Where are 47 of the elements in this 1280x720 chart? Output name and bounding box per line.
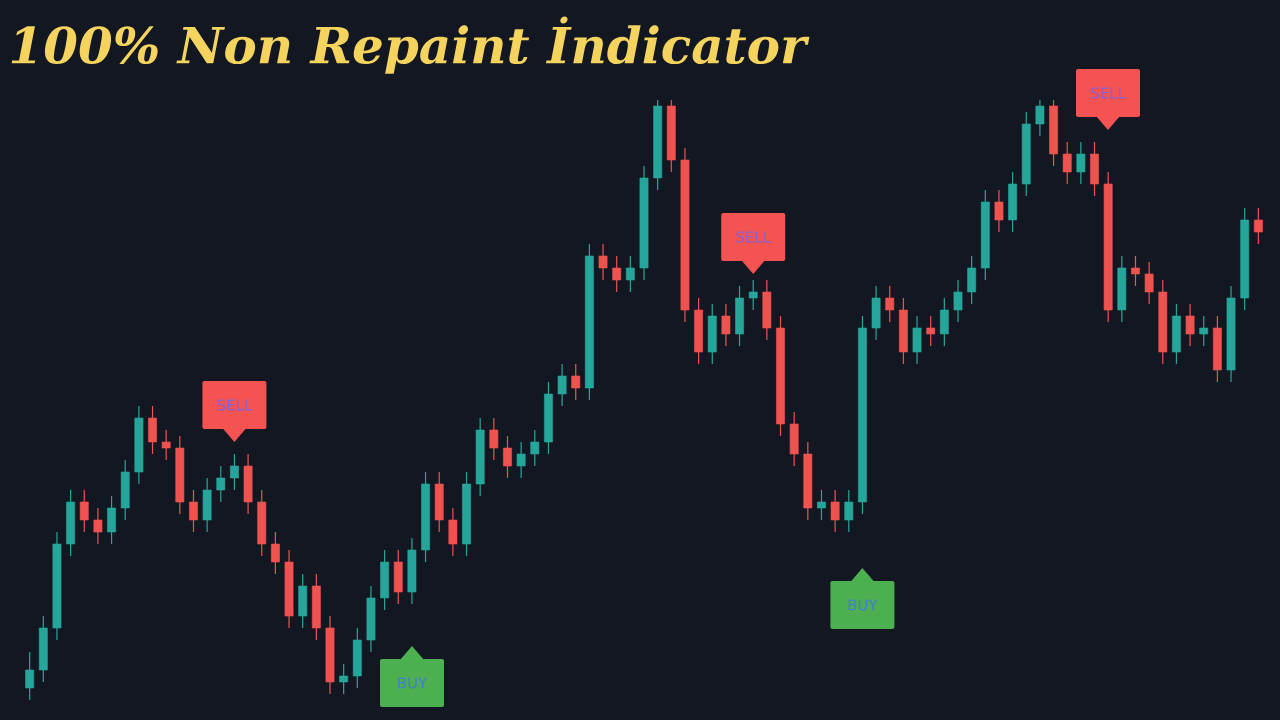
candlestick — [1035, 99, 1045, 137]
candlestick — [516, 441, 526, 479]
candlestick — [107, 495, 116, 545]
candlestick — [926, 315, 936, 347]
candlestick — [216, 465, 226, 503]
candlestick — [625, 255, 635, 293]
candlestick — [489, 417, 499, 461]
annotation: SELL — [217, 399, 253, 411]
candlestick — [844, 489, 854, 533]
candlestick — [612, 255, 622, 293]
candlestick — [189, 489, 198, 533]
candlestick — [571, 363, 581, 401]
candlestick — [1062, 141, 1072, 185]
annotation: BUY — [398, 677, 428, 689]
candlestick — [530, 429, 540, 467]
candlestick — [953, 279, 963, 323]
candlestick — [830, 489, 840, 533]
chart-title: 100% Non Repaint İndicator — [11, 16, 810, 74]
candlestick — [448, 507, 458, 557]
candlestick — [598, 243, 608, 281]
candlestick — [339, 663, 349, 695]
annotation: BUY — [848, 599, 878, 611]
annotation: SELL — [736, 231, 771, 243]
candlestick — [721, 303, 731, 347]
candlestick — [1185, 303, 1195, 347]
candlestick — [503, 435, 512, 479]
candlestick — [1253, 207, 1263, 245]
candlestick — [885, 285, 895, 323]
text: SELL — [1091, 87, 1126, 99]
candlestick — [557, 363, 567, 407]
candlestick — [1076, 141, 1086, 185]
candlestick — [1144, 261, 1154, 305]
candlestick — [25, 651, 35, 701]
candlestick — [79, 489, 89, 533]
candlestick — [748, 279, 758, 311]
candlestick — [148, 405, 157, 455]
candlestick — [1199, 315, 1209, 347]
candlestick — [1131, 255, 1140, 287]
candlestick — [271, 531, 280, 575]
candlestick — [967, 255, 977, 305]
candlestick — [230, 453, 239, 491]
candlestick — [912, 315, 922, 365]
candlestick — [93, 507, 103, 545]
candlestick — [817, 489, 826, 521]
candlestick — [994, 189, 1004, 233]
candlestick — [939, 297, 949, 347]
candlestick — [161, 429, 171, 461]
